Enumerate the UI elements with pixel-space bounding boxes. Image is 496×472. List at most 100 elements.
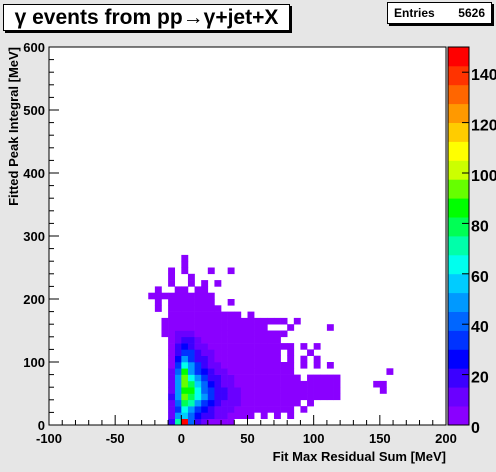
heatmap-cell	[260, 336, 268, 344]
heatmap-cell	[187, 311, 195, 319]
heatmap-cell	[207, 311, 215, 319]
heatmap-cell	[194, 368, 202, 375]
heatmap-cell	[221, 374, 228, 382]
heatmap-cell	[273, 317, 281, 325]
color-scale-tick-label: 40	[471, 319, 489, 336]
heatmap-cell	[194, 412, 202, 419]
heatmap-cell	[194, 305, 202, 312]
heatmap-cell	[234, 349, 242, 356]
heatmap-cell	[313, 380, 321, 388]
heatmap-cell	[201, 418, 209, 426]
heatmap-cell	[240, 355, 248, 363]
heatmap-cell	[247, 311, 255, 319]
x-tick-label: 150	[369, 431, 391, 446]
heatmap-cell	[227, 412, 235, 419]
x-axis: -100 -50 0 50 100 150 200	[36, 415, 457, 446]
heatmap-cell	[267, 317, 275, 325]
heatmap-cell	[313, 393, 321, 401]
heatmap-cell	[227, 311, 235, 319]
heatmap-cell	[227, 355, 235, 363]
heatmap-cell	[247, 324, 255, 331]
heatmap-cell	[194, 418, 202, 426]
heatmap-cell	[207, 412, 215, 419]
heatmap-cell	[287, 355, 295, 363]
heatmap-cell	[161, 324, 169, 331]
heatmap-cell	[254, 406, 262, 413]
heatmap-cell	[181, 254, 189, 262]
color-scale-band	[448, 160, 469, 180]
heatmap-cell	[280, 362, 288, 369]
heatmap-cell	[227, 368, 235, 375]
heatmap-cell	[260, 380, 268, 388]
heatmap-cell	[287, 412, 295, 419]
x-tick-label: -50	[106, 431, 125, 446]
heatmap-cell	[307, 387, 314, 394]
heatmap-cell	[207, 343, 215, 350]
heatmap-cell	[260, 374, 268, 382]
heatmap-cell	[187, 273, 195, 281]
heatmap-cell	[201, 399, 209, 407]
heatmap-cell	[287, 399, 295, 407]
heatmap-cell	[267, 393, 275, 401]
heatmap-cell	[187, 299, 195, 306]
heatmap-cell	[168, 380, 176, 388]
heatmap-cell	[201, 412, 209, 419]
heatmap-cell	[181, 380, 189, 388]
color-scale-band	[448, 122, 469, 142]
heatmap-cell	[207, 336, 215, 344]
heatmap-cell	[267, 387, 275, 394]
heatmap-cell	[240, 380, 248, 388]
heatmap-cell	[181, 368, 189, 375]
heatmap-cell	[194, 343, 202, 350]
heatmap-cell	[201, 330, 209, 338]
heatmap-cell	[254, 349, 262, 356]
heatmap-cell	[187, 374, 195, 382]
heatmap-cell	[313, 387, 321, 394]
heatmap-cell	[174, 399, 182, 407]
color-scale-band	[448, 406, 469, 426]
heatmap-cell	[154, 286, 162, 293]
heatmap-cell	[201, 406, 209, 413]
heatmap-cell	[174, 362, 182, 369]
heatmap-cell	[214, 418, 222, 426]
heatmap-cell	[168, 355, 176, 363]
heatmap-cell	[254, 336, 262, 344]
heatmap-cell	[187, 355, 195, 363]
heatmap-cell	[254, 330, 262, 338]
heatmap-cell	[148, 292, 156, 300]
heatmap-cell	[201, 349, 209, 356]
heatmap-cell	[221, 418, 228, 426]
heatmap-cell	[320, 393, 328, 401]
heatmap-cell	[214, 387, 222, 394]
heatmap-cell	[214, 280, 222, 287]
heatmap-cell	[240, 368, 248, 375]
heatmap-cell	[181, 330, 189, 338]
heatmap-cell	[174, 330, 182, 338]
heatmap-cell	[267, 336, 275, 344]
heatmap-cell	[161, 330, 169, 338]
heatmap-cell	[187, 330, 195, 338]
heatmap-cell	[254, 324, 262, 331]
heatmap-cell	[273, 387, 281, 394]
heatmap-cell	[221, 343, 228, 350]
heatmap-cell	[174, 380, 182, 388]
heatmap-cell	[300, 380, 308, 388]
heatmap-cell	[240, 387, 248, 394]
heatmap-cell	[280, 368, 288, 375]
heatmap-cell	[247, 412, 255, 419]
heatmap-cell	[234, 380, 242, 388]
heatmap-cell	[273, 399, 281, 407]
heatmap-cell	[168, 362, 176, 369]
heatmap-cell	[267, 362, 275, 369]
color-scale-tick-label: 80	[471, 218, 489, 235]
heatmap-cell	[194, 406, 202, 413]
heatmap-cell	[267, 374, 275, 382]
heatmap-cell	[214, 368, 222, 375]
heatmap-cell	[307, 393, 314, 401]
heatmap-cell	[234, 406, 242, 413]
heatmap-cell	[221, 317, 228, 325]
heatmap-cell	[187, 380, 195, 388]
heatmap-cell	[168, 343, 176, 350]
heatmap-cell	[234, 324, 242, 331]
heatmap-cell	[168, 336, 176, 344]
